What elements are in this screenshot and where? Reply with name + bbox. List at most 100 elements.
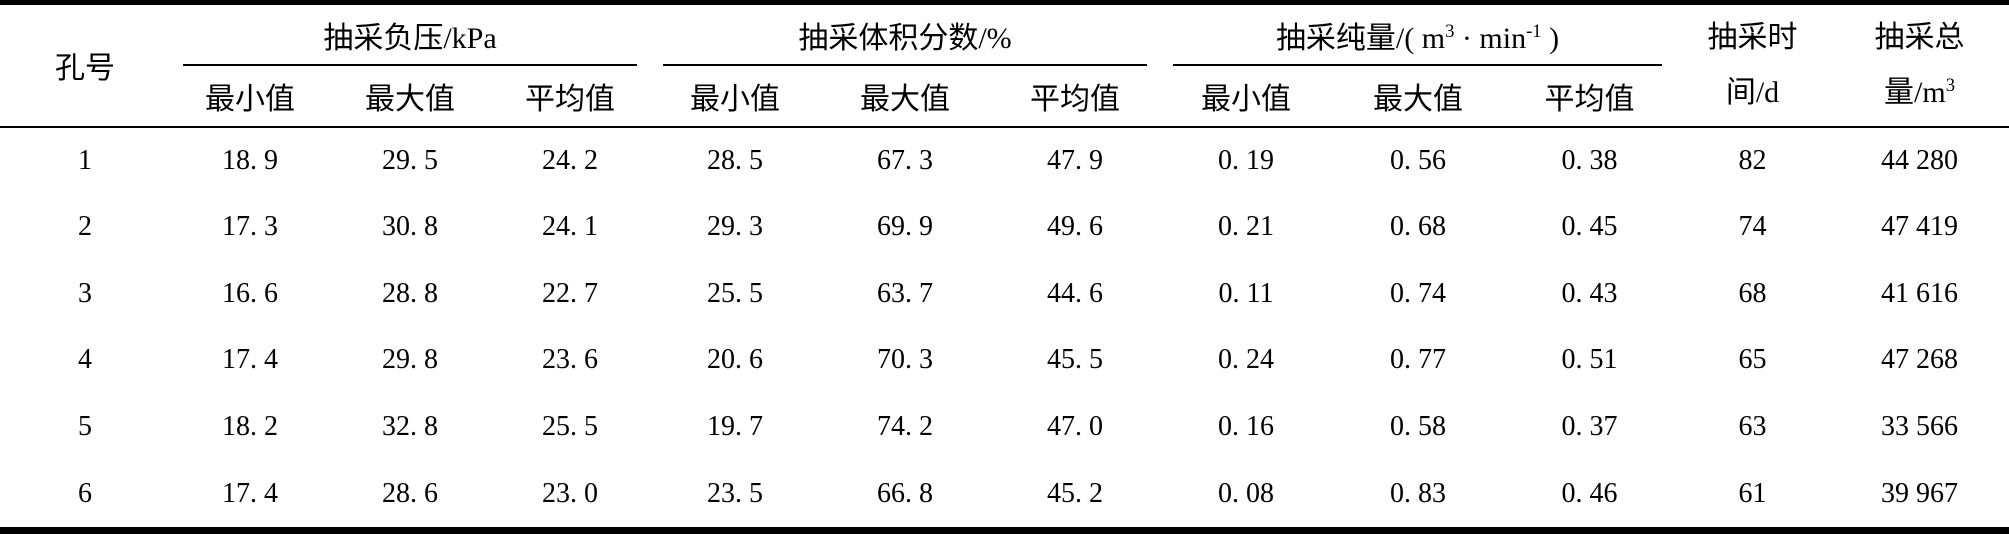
- value-cell: 28. 5: [707, 144, 763, 176]
- value-cell: 74. 2: [877, 411, 933, 443]
- sub-header-max: 最大值: [1332, 65, 1504, 128]
- sub-header-max: 最大值: [820, 65, 990, 128]
- value-cell: 20. 6: [707, 344, 763, 376]
- value-cell: 82: [1738, 144, 1767, 176]
- table-row: 6 17. 4 28. 6 23. 0 23. 5 66. 8 45. 2 0. 08 0. 8…: [0, 460, 2009, 530]
- value-cell: 41 616: [1881, 277, 1959, 309]
- time-header-line2: 间/d: [1725, 76, 1780, 110]
- value-cell: 30. 8: [382, 211, 438, 243]
- value-cell: 0. 21: [1218, 211, 1274, 243]
- sub-header-min: 最小值: [170, 65, 330, 128]
- value-cell: 0. 08: [1218, 477, 1274, 509]
- hole-number-cell: 3: [78, 277, 92, 309]
- sub-header-min: 最小值: [650, 65, 820, 128]
- value-cell: 0. 37: [1561, 411, 1618, 443]
- value-cell: 0. 68: [1390, 211, 1446, 243]
- table-row: 5 18. 2 32. 8 25. 5 19. 7 74. 2 47. 0 0. 16 0. 5…: [0, 394, 2009, 461]
- value-cell: 45. 5: [1047, 344, 1103, 376]
- value-cell: 0. 77: [1390, 344, 1446, 376]
- total-header: 抽采总 量/m3: [1830, 2, 2009, 128]
- value-cell: 67. 3: [877, 144, 933, 176]
- superscript-3: 3: [1445, 21, 1455, 43]
- hole-number-cell: 4: [78, 344, 92, 376]
- hole-number-cell: 1: [78, 144, 92, 176]
- value-cell: 0. 45: [1561, 211, 1618, 243]
- value-cell: 44. 6: [1047, 277, 1103, 309]
- table-row: 4 17. 4 29. 8 23. 6 20. 6 70. 3 45. 5 0. 24 0. 7…: [0, 327, 2009, 394]
- hole-number-label: 孔号: [55, 52, 115, 86]
- value-cell: 33 566: [1881, 411, 1959, 443]
- value-cell: 0. 43: [1561, 277, 1618, 309]
- value-cell: 24. 1: [542, 211, 598, 243]
- value-cell: 0. 11: [1218, 277, 1274, 309]
- sub-header-avg: 平均值: [1504, 65, 1676, 128]
- value-cell: 29. 3: [707, 211, 763, 243]
- value-cell: 32. 8: [382, 411, 438, 443]
- hole-number-cell: 5: [78, 411, 92, 443]
- value-cell: 69. 9: [877, 211, 933, 243]
- sub-header-avg: 平均值: [990, 65, 1160, 128]
- value-cell: 70. 3: [877, 344, 933, 376]
- group-volume-fraction-label: 抽采体积分数/%: [798, 22, 1012, 56]
- value-cell: 44 280: [1881, 144, 1959, 176]
- value-cell: 25. 5: [707, 277, 763, 309]
- time-header-line1: 抽采时: [1707, 21, 1798, 55]
- hole-number-header: 孔号: [0, 2, 170, 128]
- value-cell: 0. 56: [1390, 144, 1446, 176]
- value-cell: 63. 7: [877, 277, 933, 309]
- value-cell: 61: [1738, 477, 1767, 509]
- value-cell: 17. 4: [222, 344, 278, 376]
- group-header-row: 孔号 抽采负压/kPa 抽采体积分数/% 抽采纯量/( m3 · min-1 )…: [0, 2, 2009, 128]
- value-cell: 47. 0: [1047, 411, 1103, 443]
- group-header-volume-fraction: 抽采体积分数/%: [650, 3, 1160, 66]
- table-row: 1 18. 9 29. 5 24. 2 28. 5 67. 3 47. 9 0. 19 0. 5…: [0, 127, 2009, 195]
- hole-number-cell: 6: [78, 477, 92, 509]
- total-header-line2: 量/m3: [1884, 75, 1955, 110]
- value-cell: 0. 16: [1218, 411, 1274, 443]
- value-cell: 23. 0: [542, 477, 598, 509]
- value-cell: 23. 5: [707, 477, 763, 509]
- value-cell: 0. 24: [1218, 344, 1274, 376]
- value-cell: 18. 9: [222, 144, 278, 176]
- superscript-3: 3: [1945, 75, 1955, 97]
- value-cell: 47 419: [1881, 211, 1959, 243]
- sub-header-avg: 平均值: [490, 65, 650, 128]
- value-cell: 29. 8: [382, 344, 438, 376]
- value-cell: 22. 7: [542, 277, 598, 309]
- hole-number-cell: 2: [78, 211, 92, 243]
- value-cell: 0. 51: [1561, 344, 1618, 376]
- value-cell: 19. 7: [707, 411, 763, 443]
- value-cell: 0. 74: [1390, 277, 1446, 309]
- value-cell: 65: [1738, 344, 1767, 376]
- value-cell: 0. 19: [1218, 144, 1274, 176]
- superscript-minus-1: -1: [1526, 21, 1542, 43]
- group-header-purity: 抽采纯量/( m3 · min-1 ): [1160, 3, 1675, 66]
- value-cell: 63: [1738, 411, 1767, 443]
- value-cell: 49. 6: [1047, 211, 1103, 243]
- value-cell: 16. 6: [222, 277, 278, 309]
- value-cell: 28. 8: [382, 277, 438, 309]
- value-cell: 66. 8: [877, 477, 933, 509]
- value-cell: 17. 3: [222, 211, 278, 243]
- total-header-line1: 抽采总: [1874, 21, 1965, 55]
- value-cell: 74: [1738, 211, 1767, 243]
- value-cell: 28. 6: [382, 477, 438, 509]
- time-header: 抽采时 间/d: [1675, 2, 1831, 128]
- group-purity-label: 抽采纯量/( m3 · min-1 ): [1275, 21, 1560, 56]
- value-cell: 47 268: [1881, 344, 1959, 376]
- value-cell: 47. 9: [1047, 144, 1103, 176]
- value-cell: 45. 2: [1047, 477, 1103, 509]
- value-cell: 0. 46: [1561, 477, 1618, 509]
- sub-header-row: 最小值 最大值 平均值 最小值 最大值 平均值 最小值 最大值 平均值: [0, 65, 2009, 128]
- sub-header-max: 最大值: [330, 65, 490, 128]
- value-cell: 0. 38: [1561, 144, 1618, 176]
- value-cell: 18. 2: [222, 411, 278, 443]
- value-cell: 0. 58: [1390, 411, 1446, 443]
- value-cell: 39 967: [1881, 477, 1959, 509]
- group-pressure-label: 抽采负压/kPa: [323, 22, 497, 56]
- sub-header-min: 最小值: [1160, 65, 1332, 128]
- value-cell: 17. 4: [222, 477, 278, 509]
- value-cell: 23. 6: [542, 344, 598, 376]
